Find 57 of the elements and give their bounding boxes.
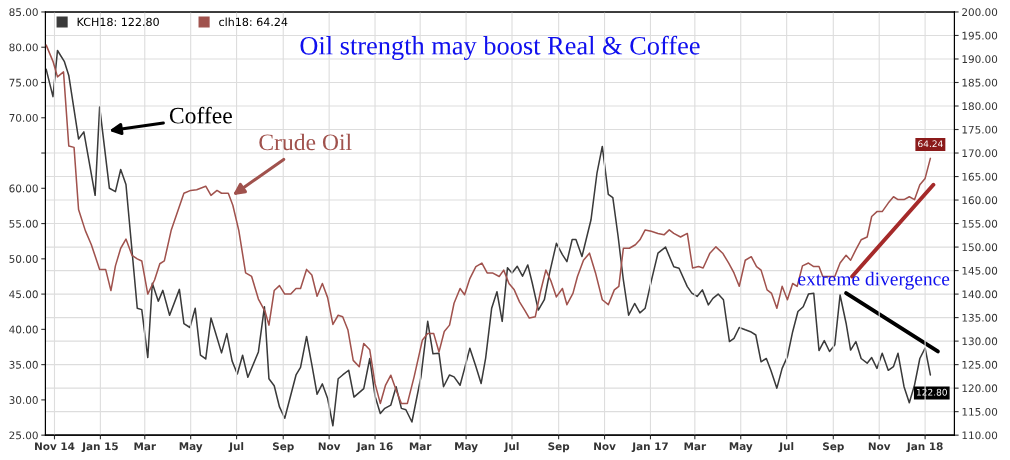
x-tick-label: Jan 17 <box>631 442 668 453</box>
y2-tick-label: 190.00 <box>962 55 998 64</box>
y2-tick-label: 140.00 <box>962 290 998 299</box>
y2-tick-label: 150.00 <box>962 243 998 252</box>
annotation: Coffee <box>169 106 232 124</box>
x-tick-label: Nov <box>318 442 341 451</box>
y2-tick-label: 135.00 <box>962 313 998 322</box>
y-tick-label: 55.00 <box>9 219 38 228</box>
y2-tick-label: 155.00 <box>962 219 998 228</box>
x-tick-label: Jul <box>778 442 794 453</box>
y2-tick-label: 125.00 <box>962 360 998 369</box>
y2-tick-label: 170.00 <box>962 149 998 158</box>
y2-tick-label: 185.00 <box>962 78 998 87</box>
x-tick-label: May <box>455 442 478 453</box>
y-tick-label: 35.00 <box>9 360 38 369</box>
y2-tick-label: 160.00 <box>962 196 998 205</box>
x-tick-label: May <box>179 442 203 453</box>
x-tick-label: Jul <box>503 442 519 453</box>
y2-tick-label: 195.00 <box>962 31 998 40</box>
x-tick-label: Mar <box>409 442 432 451</box>
y-tick-label: 70.00 <box>9 113 38 122</box>
y-tick-label: 40.00 <box>9 325 38 334</box>
y-tick-label: 25.00 <box>9 431 38 440</box>
x-tick-label: Mar <box>684 442 707 451</box>
y-tick-label: 50.00 <box>9 255 38 263</box>
x-tick-label: Jan 18 <box>906 442 943 453</box>
legend-label: clh18: 64.24 <box>219 17 288 27</box>
x-tick-label: Nov <box>594 442 616 451</box>
x-tick-label: Nov <box>868 442 891 451</box>
y2-tick-label: 175.00 <box>962 125 998 134</box>
y-tick-label: 80.00 <box>9 43 38 52</box>
x-tick-label: Sep <box>272 442 294 453</box>
legend-label: KCH18: 122.80 <box>77 17 159 27</box>
y-tick-label: 60.00 <box>9 184 38 193</box>
x-tick-label: Mar <box>134 442 157 451</box>
y2-tick-label: 165.00 <box>962 172 998 181</box>
y2-tick-label: 200.00 <box>962 8 998 17</box>
x-tick-label: Jan 16 <box>356 442 393 453</box>
x-tick-label: May <box>729 442 753 453</box>
annotation: Crude Oil <box>259 133 352 151</box>
x-tick-label: Jul <box>228 442 244 453</box>
y-tick-label: 85.00 <box>9 8 38 17</box>
x-tick-label: Sep <box>548 442 570 453</box>
y-tick-label: 75.00 <box>9 78 38 87</box>
x-tick-label: Sep <box>823 442 844 453</box>
x-tick-label: Nov 14 <box>35 442 75 451</box>
text: Oil strength may boost Real & Coffee <box>300 35 700 61</box>
y2-tick-label: 130.00 <box>962 337 998 346</box>
y2-tick-label: 145.00 <box>962 266 998 275</box>
x-tick-label: Jan 15 <box>81 442 118 453</box>
y2-tick-label: 180.00 <box>962 102 998 111</box>
y2-tick-label: 110.00 <box>962 431 998 440</box>
y2-tick-label: 115.00 <box>962 407 998 416</box>
y-tick-label: 45.00 <box>9 290 38 299</box>
y2-tick-label: 120.00 <box>962 384 998 393</box>
data-label: 64.24 <box>918 140 943 148</box>
y-tick-label: 30.00 <box>9 396 38 404</box>
